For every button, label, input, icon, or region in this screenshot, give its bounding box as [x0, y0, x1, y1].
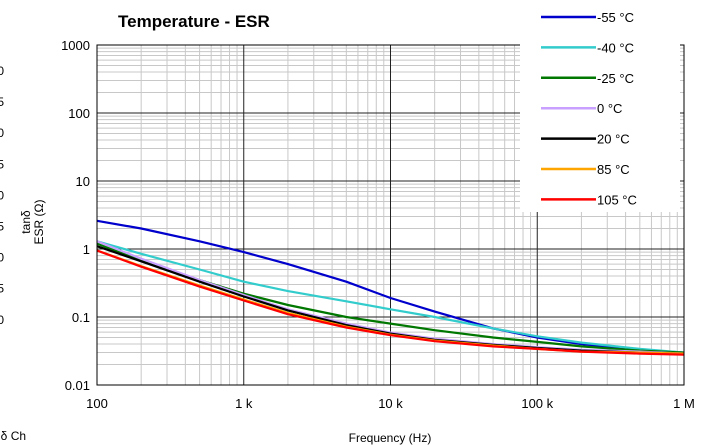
legend-box — [520, 0, 680, 212]
y-tick-labels: 0.01 0.1 1 10 100 1000 — [61, 38, 90, 393]
legend-label-3: 0 °C — [597, 101, 622, 116]
x-tick-label: 10 k — [378, 396, 403, 411]
series-line-1 — [96, 240, 685, 354]
left-edge-fragment: 0 — [0, 126, 4, 140]
x-tick-label: 1 M — [673, 396, 695, 411]
y-axis-label-line2: ESR (Ω) — [32, 200, 46, 245]
y-axis-label-line1: tanδ — [19, 210, 33, 234]
x-axis-label: Frequency (Hz) — [349, 431, 432, 445]
series-line-0 — [96, 219, 685, 354]
x-tick-label: 1 k — [235, 396, 253, 411]
y-tick-label: 0.01 — [65, 378, 90, 393]
y-tick-label: 1 — [83, 242, 90, 257]
legend: -55 °C -40 °C -25 °C 0 °C 20 °C 85 °C 105 °C — [541, 10, 637, 207]
left-edge-fragment: 0 — [0, 188, 4, 202]
bottom-fragment-text: tanδ Ch — [0, 429, 26, 443]
x-tick-label: 100 — [86, 396, 108, 411]
legend-label-4: 20 °C — [597, 132, 630, 147]
y-tick-label: 100 — [68, 106, 90, 121]
legend-label-6: 105 °C — [597, 192, 637, 207]
chart-title: Temperature - ESR — [118, 12, 270, 31]
legend-label-0: -55 °C — [597, 10, 634, 25]
left-edge-fragment: 5 — [0, 220, 4, 234]
left-edge-fragments: 0 5 0 5 0 5 0 5 0 — [0, 64, 4, 327]
y-tick-label: 1000 — [61, 38, 90, 53]
left-edge-fragment: 0 — [0, 313, 4, 327]
left-edge-fragment: 5 — [0, 282, 4, 296]
legend-label-1: -40 °C — [597, 40, 634, 55]
left-edge-fragment: 5 — [0, 157, 4, 171]
left-edge-fragment: 0 — [0, 251, 4, 265]
y-axis-label: tanδ ESR (Ω) — [19, 200, 46, 245]
left-edge-fragment: 0 — [0, 64, 4, 78]
plot-border — [96, 44, 685, 386]
series-layer — [96, 219, 685, 356]
x-tick-label: 100 k — [521, 396, 553, 411]
legend-label-5: 85 °C — [597, 162, 630, 177]
y-tick-label: 10 — [76, 174, 90, 189]
x-tick-labels: 100 1 k 10 k 100 k 1 M — [86, 396, 695, 411]
series-line-6 — [96, 249, 685, 356]
left-edge-fragment: 5 — [0, 95, 4, 109]
y-tick-label: 0.1 — [72, 310, 90, 325]
legend-label-2: -25 °C — [597, 71, 634, 86]
